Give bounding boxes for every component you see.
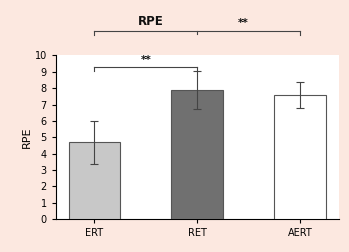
Y-axis label: RPE: RPE bbox=[22, 127, 32, 148]
Bar bbox=[274, 95, 326, 219]
Text: **: ** bbox=[238, 18, 249, 28]
Text: RPE: RPE bbox=[138, 15, 164, 28]
Bar bbox=[171, 90, 223, 219]
Text: **: ** bbox=[140, 55, 151, 65]
Bar bbox=[69, 142, 120, 219]
